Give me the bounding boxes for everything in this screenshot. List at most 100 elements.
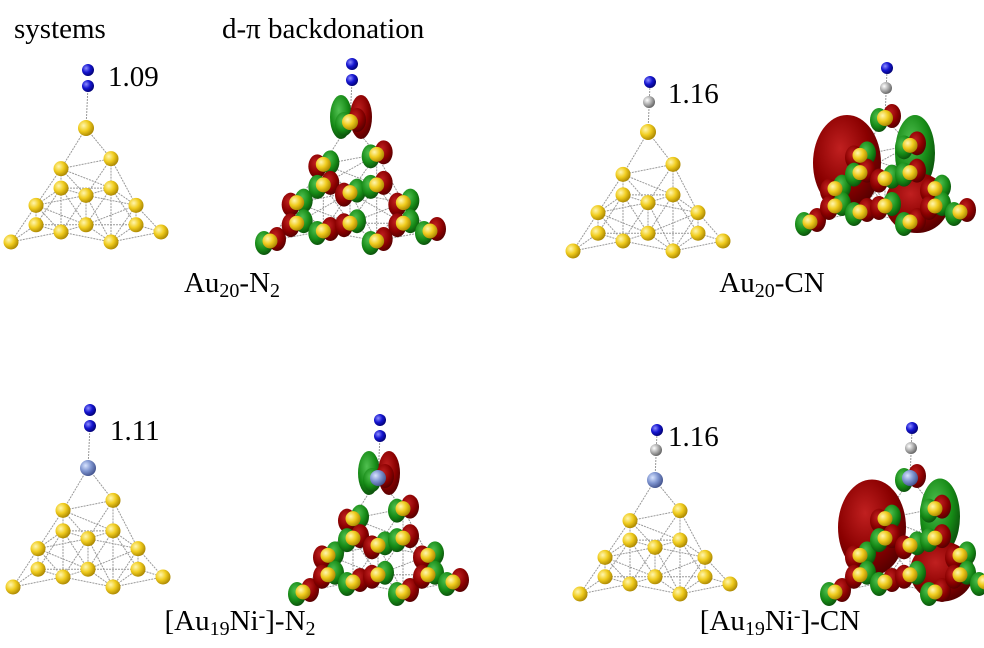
figure: systems d-π backdonation 1.09Au20-N21.16… bbox=[0, 0, 984, 648]
system-label: Au20-N2 bbox=[184, 267, 280, 302]
bond bbox=[623, 164, 673, 174]
atom bbox=[369, 147, 384, 162]
atom bbox=[156, 570, 171, 585]
atom bbox=[566, 244, 581, 259]
atom bbox=[396, 501, 411, 516]
atom bbox=[56, 570, 71, 585]
atom bbox=[878, 511, 893, 526]
atom bbox=[80, 460, 96, 476]
atom bbox=[853, 205, 868, 220]
atom bbox=[84, 420, 96, 432]
label-part: - bbox=[259, 605, 266, 627]
atom bbox=[131, 562, 146, 577]
label-part: -N bbox=[239, 267, 270, 299]
atom bbox=[640, 124, 656, 140]
atom bbox=[56, 503, 71, 518]
atom bbox=[371, 567, 386, 582]
atom bbox=[346, 531, 361, 546]
atom bbox=[396, 585, 411, 600]
atom bbox=[342, 114, 358, 130]
atom bbox=[6, 580, 21, 595]
atom bbox=[371, 538, 386, 553]
atom bbox=[878, 199, 893, 214]
label-part: Ni bbox=[230, 605, 259, 637]
atom bbox=[716, 234, 731, 249]
atom bbox=[78, 120, 94, 136]
atom bbox=[131, 541, 146, 556]
label-part: 20 bbox=[219, 280, 239, 302]
atom bbox=[29, 198, 44, 213]
atom bbox=[321, 567, 336, 582]
atom bbox=[650, 444, 662, 456]
atom bbox=[4, 235, 19, 250]
label-part: 19 bbox=[210, 618, 230, 640]
atom bbox=[906, 422, 918, 434]
bond bbox=[648, 213, 698, 234]
atom bbox=[903, 138, 918, 153]
bond-length: 1.11 bbox=[110, 415, 160, 447]
atom bbox=[928, 585, 943, 600]
atom bbox=[691, 226, 706, 241]
atom bbox=[928, 199, 943, 214]
atom bbox=[81, 562, 96, 577]
atom bbox=[591, 226, 606, 241]
atom bbox=[828, 585, 843, 600]
atom bbox=[803, 215, 818, 230]
atom bbox=[666, 244, 681, 259]
atom bbox=[623, 577, 638, 592]
atom bbox=[346, 575, 361, 590]
label-part: ]-CN bbox=[801, 605, 861, 637]
atom bbox=[647, 472, 663, 488]
atom bbox=[666, 187, 681, 202]
atom bbox=[591, 205, 606, 220]
atom bbox=[106, 580, 121, 595]
atom bbox=[623, 513, 638, 528]
atom bbox=[316, 224, 331, 239]
bond-length: 1.16 bbox=[668, 78, 719, 110]
bond bbox=[61, 159, 111, 169]
bond-length: 1.16 bbox=[668, 421, 719, 453]
atom bbox=[154, 225, 169, 240]
bond bbox=[88, 549, 138, 570]
atom bbox=[698, 550, 713, 565]
atom bbox=[928, 181, 943, 196]
atom bbox=[877, 110, 893, 126]
atom bbox=[928, 531, 943, 546]
bond-length: 1.09 bbox=[108, 61, 159, 93]
atom bbox=[316, 177, 331, 192]
atom bbox=[396, 195, 411, 210]
bond bbox=[61, 169, 111, 188]
atom bbox=[346, 58, 358, 70]
atom bbox=[29, 217, 44, 232]
atom bbox=[828, 199, 843, 214]
atom bbox=[343, 216, 358, 231]
atom bbox=[853, 165, 868, 180]
atom bbox=[698, 569, 713, 584]
atom bbox=[878, 531, 893, 546]
atom bbox=[903, 215, 918, 230]
atom bbox=[370, 470, 386, 486]
label-part: [Au bbox=[164, 605, 209, 637]
atom bbox=[902, 470, 918, 486]
atom bbox=[289, 216, 304, 231]
label-part: Ni bbox=[765, 605, 794, 637]
bond bbox=[630, 511, 680, 521]
atom bbox=[853, 548, 868, 563]
atom bbox=[81, 531, 96, 546]
atom bbox=[396, 216, 411, 231]
atom bbox=[648, 569, 663, 584]
atom bbox=[84, 404, 96, 416]
structures bbox=[4, 58, 984, 606]
atom bbox=[723, 577, 738, 592]
atom bbox=[878, 171, 893, 186]
atom bbox=[343, 185, 358, 200]
atom bbox=[129, 217, 144, 232]
atom bbox=[644, 76, 656, 88]
atom bbox=[79, 217, 94, 232]
label-part: 2 bbox=[270, 280, 280, 302]
atom bbox=[374, 414, 386, 426]
atom bbox=[31, 562, 46, 577]
atom bbox=[106, 523, 121, 538]
system-label: [Au19Ni-]-N2 bbox=[164, 605, 315, 640]
atom bbox=[953, 205, 968, 220]
